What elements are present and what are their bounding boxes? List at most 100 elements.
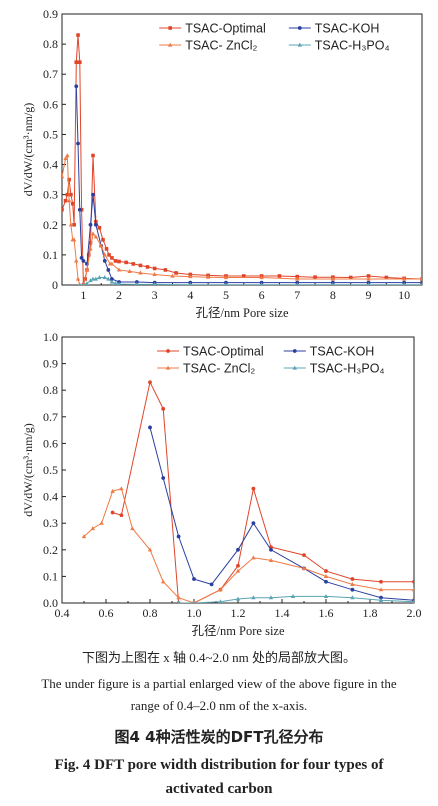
data-point-koh bbox=[379, 595, 383, 600]
data-point-zncl2 bbox=[152, 272, 157, 277]
y-tick-label: 1.0 bbox=[43, 330, 58, 344]
data-point-optimal bbox=[119, 513, 124, 518]
data-point-zncl2 bbox=[259, 275, 264, 280]
data-point-zncl2 bbox=[74, 258, 79, 263]
data-point-h3po4 bbox=[251, 595, 256, 600]
data-point-zncl2 bbox=[119, 486, 124, 491]
data-point-zncl2 bbox=[71, 237, 77, 242]
data-point-optimal bbox=[324, 569, 328, 573]
data-point-h3po4 bbox=[420, 282, 422, 285]
y-tick-label: 0.8 bbox=[43, 383, 58, 397]
data-point-zncl2 bbox=[81, 534, 87, 539]
data-point-zncl2 bbox=[268, 558, 274, 563]
data-point-zncl2 bbox=[102, 252, 107, 257]
y-axis-label: dV/dW/(cm³·nm/g) bbox=[21, 423, 35, 517]
x-axis-label: 孔径/nm Pore size bbox=[191, 624, 284, 638]
figure-title-en-line1: Fig. 4 DFT pore width distribution for f… bbox=[54, 757, 384, 773]
data-point-h3po4 bbox=[153, 281, 157, 285]
data-point-h3po4 bbox=[218, 599, 223, 603]
data-point-koh bbox=[88, 222, 93, 227]
y-tick-label: 0.2 bbox=[43, 218, 58, 232]
series-koh bbox=[74, 84, 422, 285]
data-point-zncl2 bbox=[63, 156, 68, 161]
x-tick-label: 0.8 bbox=[143, 606, 158, 620]
legend-label: TSAC-H₃PO₄ bbox=[315, 39, 390, 53]
data-point-zncl2 bbox=[110, 488, 115, 493]
data-point-optimal bbox=[91, 153, 95, 158]
y-tick-label: 0.3 bbox=[43, 188, 58, 202]
legend-marker bbox=[297, 26, 302, 30]
data-point-h3po4 bbox=[84, 281, 90, 285]
chart-zoomed-range: 0.4 0.6 0.8 1.0 1.2 1.4 1.6 1.8 2.0 0.0 0.1 0.2 0.3 0… bbox=[21, 330, 422, 638]
data-point-optimal bbox=[117, 259, 121, 264]
data-point-koh bbox=[176, 534, 181, 539]
data-point-zncl2 bbox=[62, 174, 65, 179]
series-line-zncl2 bbox=[83, 487, 414, 603]
data-point-zncl2 bbox=[109, 261, 115, 266]
data-point-zncl2 bbox=[366, 276, 371, 281]
series-h3po4 bbox=[177, 593, 414, 603]
x-tick-label: 6 bbox=[259, 288, 265, 302]
legend-label: TSAC-H₃PO₄ bbox=[310, 362, 385, 376]
y-tick-label: 0.4 bbox=[43, 490, 58, 504]
legend-label: TSAC-KOH bbox=[310, 345, 375, 359]
plot-area bbox=[81, 380, 414, 603]
data-point-optimal bbox=[138, 263, 143, 268]
data-point-h3po4 bbox=[192, 600, 196, 603]
series-zncl2 bbox=[62, 153, 422, 285]
legend-item-optimal: TSAC-Optimal bbox=[157, 345, 264, 359]
data-point-zncl2 bbox=[127, 269, 132, 274]
series-line-zncl2 bbox=[62, 153, 422, 285]
data-point-optimal bbox=[104, 247, 109, 251]
data-point-h3po4 bbox=[82, 282, 85, 285]
data-point-koh bbox=[93, 222, 98, 227]
legend-marker bbox=[292, 365, 297, 370]
data-point-h3po4 bbox=[102, 275, 107, 280]
data-point-zncl2 bbox=[90, 526, 95, 531]
x-tick-label: 0.4 bbox=[55, 606, 70, 620]
y-axis-label: dV/dW/(cm³·nm/g) bbox=[21, 103, 35, 197]
data-point-koh bbox=[269, 547, 273, 552]
plot-frame bbox=[61, 13, 423, 286]
data-point-zncl2 bbox=[75, 276, 81, 281]
data-point-zncl2 bbox=[223, 275, 229, 280]
y-tick-label: 0.6 bbox=[43, 97, 58, 111]
legend-label: TSAC-KOH bbox=[315, 22, 380, 36]
x-tick-label: 1.8 bbox=[363, 606, 378, 620]
data-point-zncl2 bbox=[161, 579, 166, 584]
legend-marker bbox=[168, 26, 172, 30]
y-tick-label: 0.3 bbox=[43, 516, 58, 530]
y-tick-label: 0.2 bbox=[43, 543, 58, 557]
data-point-zncl2 bbox=[116, 267, 122, 272]
data-point-koh bbox=[148, 425, 152, 430]
data-point-zncl2 bbox=[84, 267, 90, 272]
data-point-koh bbox=[350, 587, 355, 592]
data-point-optimal bbox=[163, 268, 168, 272]
data-point-koh bbox=[74, 84, 79, 89]
data-point-optimal bbox=[348, 275, 353, 280]
data-point-h3po4 bbox=[90, 276, 96, 281]
x-tick-label: 3 bbox=[152, 288, 158, 302]
data-point-optimal bbox=[74, 60, 79, 64]
x-tick-label: 0.6 bbox=[99, 606, 114, 620]
y-tick-label: 0.8 bbox=[43, 37, 58, 51]
data-point-h3po4 bbox=[224, 282, 228, 285]
data-point-optimal bbox=[110, 510, 115, 515]
data-point-optimal bbox=[107, 253, 111, 257]
data-point-h3po4 bbox=[268, 595, 274, 600]
y-tick-label: 0.0 bbox=[43, 596, 58, 610]
data-point-h3po4 bbox=[323, 593, 329, 598]
x-tick-label: 1.2 bbox=[231, 606, 246, 620]
legend-item-koh: TSAC-KOH bbox=[283, 345, 375, 359]
x-tick-label: 7 bbox=[294, 288, 300, 302]
data-point-h3po4 bbox=[331, 282, 335, 285]
data-point-optimal bbox=[70, 201, 75, 206]
data-point-optimal bbox=[241, 274, 246, 278]
data-point-optimal bbox=[366, 274, 371, 278]
caption-note-en-line1: The under figure is a partial enlarged v… bbox=[41, 676, 397, 691]
x-axis-label: 孔径/nm Pore size bbox=[195, 306, 288, 320]
data-point-h3po4 bbox=[135, 281, 139, 285]
plot-area bbox=[62, 33, 422, 285]
series-zncl2 bbox=[81, 486, 414, 603]
caption-note-cn: 下图为上图在 x 轴 0.4~2.0 nm 处的局部放大图。 bbox=[82, 650, 356, 665]
